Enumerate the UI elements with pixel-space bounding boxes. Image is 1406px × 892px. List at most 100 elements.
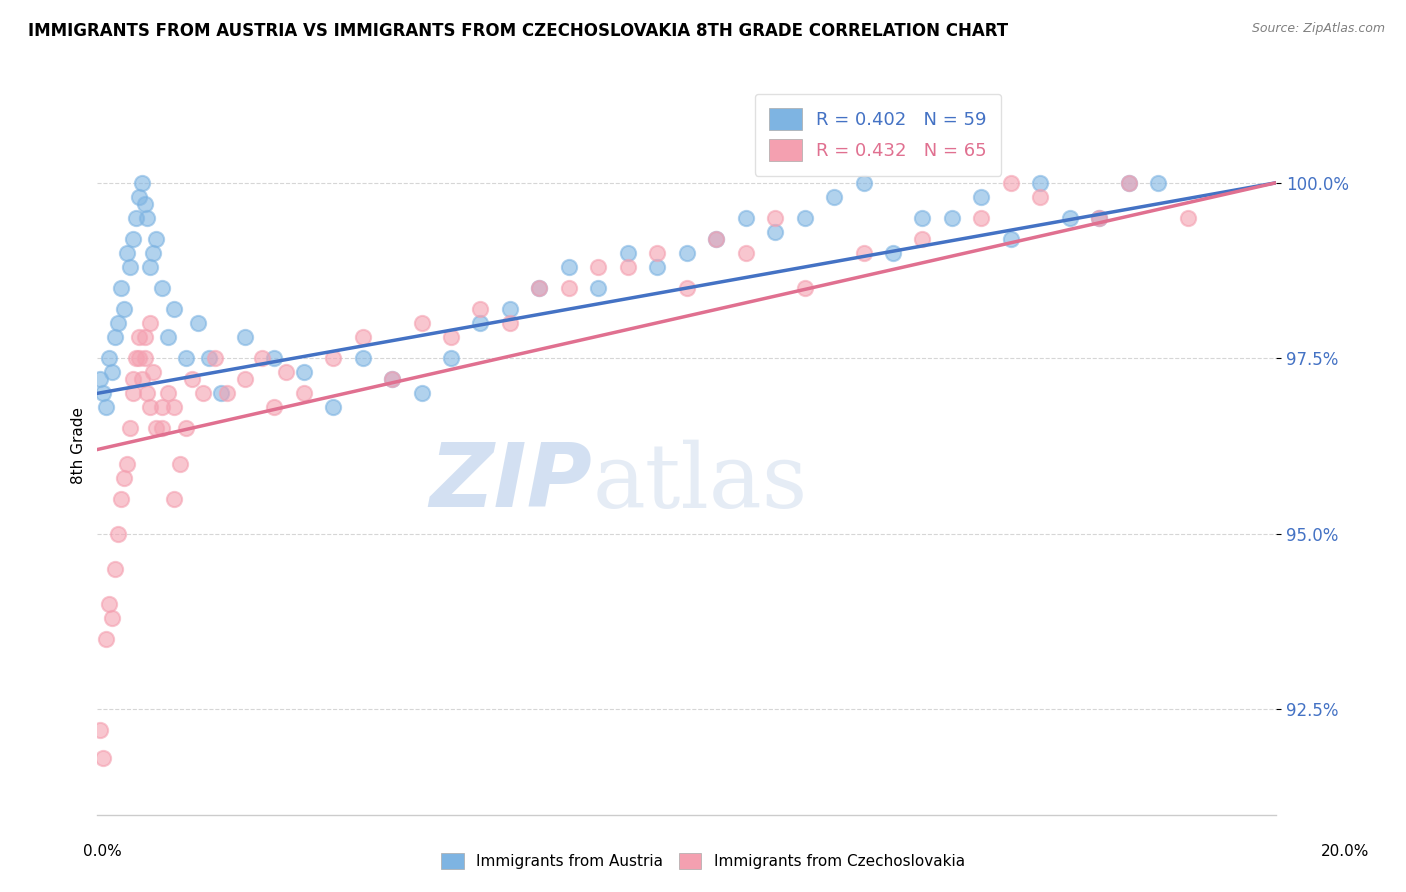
Point (204, 351, 226, 366)
Point (1118, 176, 1140, 190)
Point (104, 562, 127, 576)
Point (617, 260, 640, 274)
Point (470, 302, 492, 317)
Point (193, 386, 215, 401)
Point (588, 281, 610, 295)
Point (381, 372, 404, 386)
Point (145, 232, 167, 246)
Point (107, 526, 129, 541)
Point (1000, 232, 1022, 246)
Point (142, 246, 165, 260)
Point (852, 176, 875, 190)
Point (793, 211, 815, 225)
Point (163, 491, 186, 506)
Point (112, 470, 135, 484)
Point (209, 386, 232, 401)
Point (529, 281, 551, 295)
Point (104, 330, 127, 344)
Point (142, 365, 165, 379)
Point (157, 330, 180, 344)
Point (128, 330, 150, 344)
Point (150, 421, 173, 435)
Point (1029, 176, 1052, 190)
Point (734, 246, 756, 260)
Point (187, 316, 209, 330)
Point (499, 302, 522, 317)
Point (163, 302, 186, 317)
Point (704, 232, 727, 246)
Point (322, 401, 344, 415)
Legend: R = 0.402   N = 59, R = 0.432   N = 65: R = 0.402 N = 59, R = 0.432 N = 65 (755, 94, 1001, 176)
Point (150, 281, 173, 295)
Text: ZIP: ZIP (430, 440, 592, 526)
Point (763, 225, 786, 239)
Point (110, 281, 132, 295)
Point (91, 751, 114, 765)
Legend: Immigrants from Austria, Immigrants from Czechoslovakia: Immigrants from Austria, Immigrants from… (434, 847, 972, 875)
Point (139, 401, 162, 415)
Point (588, 260, 610, 274)
Point (911, 232, 934, 246)
Point (1147, 176, 1170, 190)
Point (98, 351, 121, 366)
Point (263, 351, 285, 366)
Point (1000, 176, 1022, 190)
Point (131, 372, 153, 386)
Point (852, 246, 875, 260)
Point (1177, 211, 1199, 225)
Point (1118, 176, 1140, 190)
Point (252, 351, 274, 366)
Point (163, 401, 186, 415)
Point (134, 330, 156, 344)
Point (558, 281, 581, 295)
Point (128, 190, 150, 204)
Point (1059, 211, 1081, 225)
Point (169, 457, 191, 471)
Point (1088, 211, 1111, 225)
Point (352, 351, 374, 366)
Point (970, 190, 993, 204)
Point (198, 351, 221, 366)
Point (91, 386, 114, 401)
Point (174, 421, 197, 435)
Point (98, 597, 121, 611)
Point (180, 372, 202, 386)
Point (911, 211, 934, 225)
Point (124, 351, 146, 366)
Point (675, 281, 697, 295)
Y-axis label: 8th Grade: 8th Grade (72, 408, 86, 484)
Point (411, 386, 433, 401)
Text: 0.0%: 0.0% (83, 845, 122, 859)
Text: atlas: atlas (592, 439, 807, 526)
Point (1088, 211, 1111, 225)
Point (134, 196, 156, 211)
Text: IMMIGRANTS FROM AUSTRIA VS IMMIGRANTS FROM CZECHOSLOVAKIA 8TH GRADE CORRELATION : IMMIGRANTS FROM AUSTRIA VS IMMIGRANTS FR… (28, 22, 1008, 40)
Point (233, 330, 256, 344)
Point (529, 281, 551, 295)
Point (96, 401, 118, 415)
Point (115, 457, 138, 471)
Point (645, 246, 668, 260)
Point (263, 401, 285, 415)
Point (558, 260, 581, 274)
Point (233, 372, 256, 386)
Point (1029, 190, 1052, 204)
Point (101, 611, 124, 625)
Point (124, 211, 146, 225)
Point (645, 260, 668, 274)
Point (970, 211, 993, 225)
Point (121, 386, 143, 401)
Point (89, 372, 111, 386)
Point (139, 316, 162, 330)
Point (107, 316, 129, 330)
Point (941, 211, 963, 225)
Point (440, 330, 463, 344)
Point (734, 211, 756, 225)
Point (470, 316, 492, 330)
Point (675, 246, 697, 260)
Point (440, 351, 463, 366)
Point (139, 260, 162, 274)
Point (121, 372, 143, 386)
Point (793, 281, 815, 295)
Point (115, 246, 138, 260)
